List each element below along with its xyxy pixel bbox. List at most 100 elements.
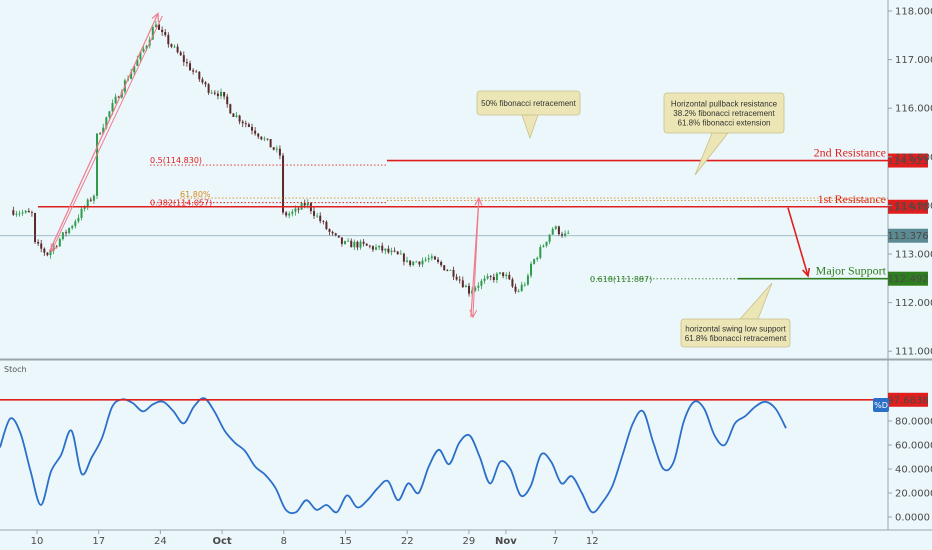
candle-body bbox=[548, 234, 551, 242]
time-tick-label-8: Nov bbox=[495, 536, 517, 547]
candle-body bbox=[480, 280, 483, 286]
candle-body bbox=[371, 246, 374, 250]
candle-body bbox=[409, 260, 412, 266]
candle-body bbox=[452, 269, 455, 277]
candle-body bbox=[539, 247, 542, 258]
candle-body bbox=[167, 35, 170, 45]
candle-body bbox=[440, 261, 443, 266]
candle-body bbox=[368, 245, 371, 247]
annotation-box-0 bbox=[476, 90, 581, 116]
candle-body bbox=[390, 250, 393, 253]
candle-body bbox=[49, 250, 52, 256]
annotation-text-1-0: Horizontal pullback resistance bbox=[671, 100, 778, 109]
candle-body bbox=[170, 44, 173, 47]
stoch-tick-label-1: 60.0000 bbox=[895, 441, 932, 452]
candle-body bbox=[92, 195, 95, 201]
candle-body bbox=[421, 260, 424, 265]
candle-body bbox=[257, 133, 260, 137]
candle-body bbox=[260, 136, 263, 140]
candle-body bbox=[492, 276, 495, 280]
candle-body bbox=[483, 278, 486, 281]
price-tick-label-6: 112.000 bbox=[895, 298, 932, 309]
candle-body bbox=[291, 211, 294, 214]
stoch-tick-label-3: 20.0000 bbox=[895, 489, 932, 500]
candle-body bbox=[173, 46, 176, 48]
candle-body bbox=[396, 251, 399, 255]
candle-body bbox=[220, 91, 223, 97]
candle-body bbox=[52, 246, 55, 251]
candle-body bbox=[331, 231, 334, 234]
candle-body bbox=[55, 246, 58, 247]
swing-arrow-down-2-head bbox=[469, 309, 478, 319]
level-badge-text-2: 112.492 bbox=[887, 274, 928, 285]
stoch-tick-label-4: 0.0000 bbox=[895, 513, 930, 524]
candle-body bbox=[489, 276, 492, 277]
candle-body bbox=[517, 290, 520, 292]
candle-body bbox=[486, 276, 489, 279]
candle-body bbox=[27, 210, 30, 213]
stoch-d-line bbox=[0, 397, 787, 515]
candle-body bbox=[461, 280, 464, 288]
candle-body bbox=[136, 59, 139, 66]
candle-body bbox=[80, 208, 83, 218]
candle-body bbox=[210, 92, 213, 94]
candle-body bbox=[238, 115, 241, 122]
candle-body bbox=[40, 243, 43, 249]
time-tick-label-1: 17 bbox=[92, 536, 105, 547]
candle-body bbox=[545, 241, 548, 246]
candle-body bbox=[68, 228, 71, 234]
time-tick-label-2: 24 bbox=[154, 536, 167, 547]
candle-body bbox=[275, 148, 278, 150]
candle-body bbox=[406, 260, 409, 262]
candle-body bbox=[430, 256, 433, 259]
current-price-badge bbox=[888, 228, 928, 243]
candle-body bbox=[337, 235, 340, 238]
candle-body bbox=[499, 272, 502, 274]
candle-body bbox=[15, 213, 18, 215]
candle-body bbox=[195, 71, 198, 73]
candle-body bbox=[418, 261, 421, 265]
candle-body bbox=[185, 62, 188, 64]
stoch-legend-badge[interactable] bbox=[873, 398, 889, 412]
annotation-text-2-0: horizontal swing low support bbox=[685, 324, 786, 333]
time-tick-label-7: 29 bbox=[463, 536, 476, 547]
candle-body bbox=[30, 212, 33, 214]
time-tick-label-6: 22 bbox=[401, 536, 414, 547]
swing-arrow-up-1 bbox=[48, 13, 159, 252]
candle-body bbox=[433, 256, 436, 260]
price-pane-background bbox=[0, 0, 888, 358]
candle-body bbox=[551, 228, 554, 235]
candle-body bbox=[381, 245, 384, 251]
candle-body bbox=[294, 208, 297, 212]
candle-body bbox=[443, 265, 446, 271]
candle-body bbox=[495, 273, 498, 280]
candle-body bbox=[523, 284, 526, 286]
candle-body bbox=[24, 210, 27, 213]
time-tick-label-9: 7 bbox=[552, 536, 558, 547]
candle-body bbox=[359, 241, 362, 248]
candle-body bbox=[303, 203, 306, 206]
candle-body bbox=[347, 240, 350, 242]
candle-body bbox=[114, 96, 117, 104]
stoch-tick-label-2: 40.0000 bbox=[895, 465, 932, 476]
projection-arrow bbox=[787, 207, 809, 277]
candle-body bbox=[384, 248, 387, 251]
candle-body bbox=[511, 279, 514, 287]
candle-body bbox=[455, 276, 458, 280]
candle-body bbox=[198, 71, 201, 80]
candle-body bbox=[43, 248, 46, 253]
annotation-box-2 bbox=[680, 318, 791, 348]
candle-body bbox=[468, 285, 471, 294]
candle-body bbox=[105, 117, 108, 128]
axes: 118.000 117.000 116.000 115.000 114.000 113.0… bbox=[31, 7, 932, 548]
candle-body bbox=[46, 252, 49, 256]
candle-body bbox=[325, 221, 328, 230]
price-tick-label-5: 113.000 bbox=[895, 250, 932, 261]
candle-body bbox=[207, 84, 210, 93]
fib-label-0: 0.5(114.830) bbox=[150, 156, 202, 165]
candle-body bbox=[204, 82, 207, 85]
candle-body bbox=[278, 148, 281, 156]
time-tick-label-0: 10 bbox=[31, 536, 44, 547]
candle-body bbox=[179, 52, 182, 56]
